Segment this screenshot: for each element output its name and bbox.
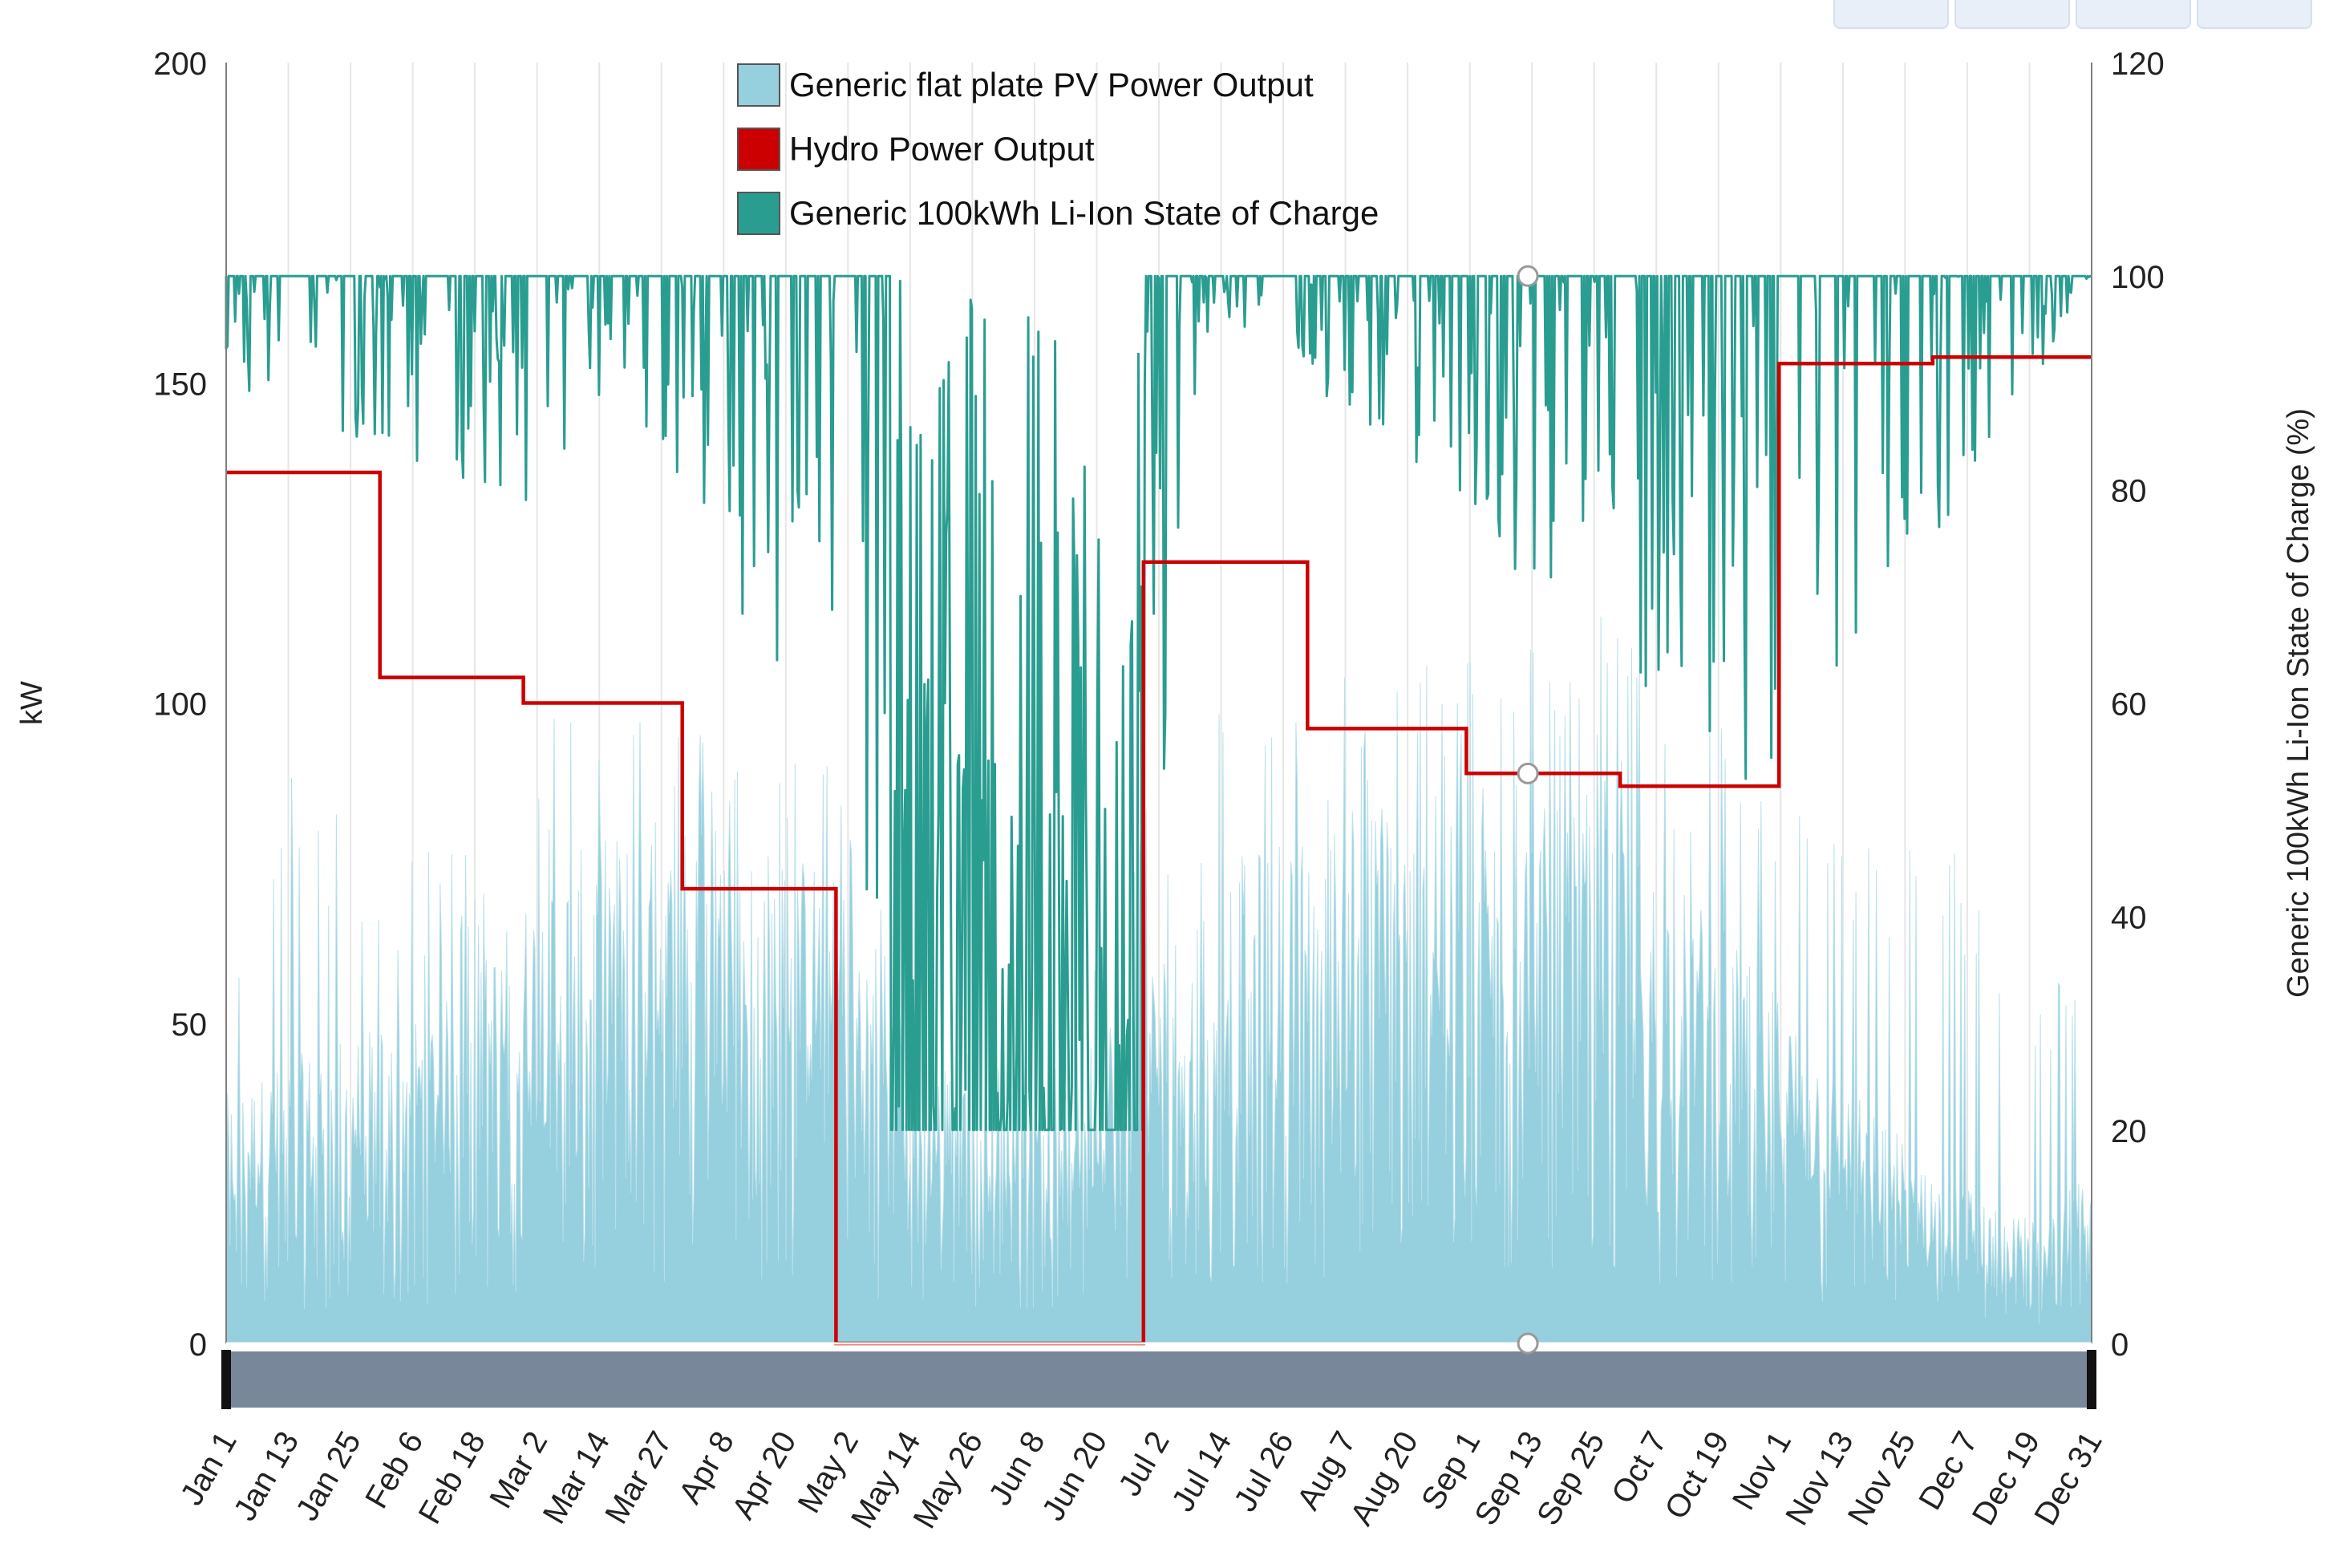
legend-label: Generic flat plate PV Power Output — [789, 66, 1314, 103]
x-tick-label: Jul 14 — [1165, 1426, 1238, 1517]
range-slider-handle-right[interactable] — [2087, 1350, 2096, 1409]
hydro-line — [226, 355, 2092, 1346]
y-tick-label: 50 — [172, 1007, 208, 1043]
y-tick-label: 0 — [189, 1327, 207, 1363]
legend-swatch — [737, 63, 780, 107]
y2-axis-title: Generic 100kWh Li-Ion State of Charge (%… — [2282, 408, 2315, 998]
range-slider-handle-left[interactable] — [221, 1350, 231, 1409]
y2-tick-label: 20 — [2111, 1114, 2147, 1149]
crosshair-handles — [1517, 265, 1539, 1355]
pv-area — [225, 616, 2092, 1344]
crosshair-handle[interactable] — [1517, 1332, 1539, 1355]
y-tick-label: 150 — [153, 367, 207, 402]
y2-tick-label: 40 — [2111, 901, 2147, 936]
y-tick-label: 200 — [153, 47, 207, 82]
y-axis-title: kW — [15, 681, 49, 725]
legend-label: Generic 100kWh Li-Ion State of Charge — [789, 194, 1379, 232]
legend-label: Hydro Power Output — [789, 130, 1095, 168]
y2-tick-label: 0 — [2111, 1327, 2129, 1363]
x-tick-label: Apr 20 — [726, 1426, 804, 1525]
x-tick-label: Jul 2 — [1112, 1426, 1176, 1502]
toolbar-tab-2[interactable] — [1954, 0, 2070, 29]
y2-tick-label: 100 — [2111, 260, 2165, 295]
y2-tick-label: 80 — [2111, 473, 2147, 508]
crosshair-handle[interactable] — [1517, 265, 1539, 287]
legend-swatch — [737, 192, 780, 235]
pv-series — [225, 616, 2092, 1344]
y2-tick-label: 120 — [2111, 47, 2165, 82]
legend: Generic flat plate PV Power Output Hydro … — [737, 63, 1379, 235]
x-tick-label: Oct 19 — [1659, 1426, 1736, 1525]
toolbar-tab-4[interactable] — [2197, 0, 2312, 29]
y2-tick-label: 60 — [2111, 687, 2147, 723]
toolbar-tab-3[interactable] — [2076, 0, 2191, 29]
x-tick-label: Jul 26 — [1227, 1426, 1300, 1517]
hydro-series — [226, 355, 2092, 1346]
soc-line — [225, 274, 2092, 1132]
crosshair-handle[interactable] — [1517, 762, 1539, 784]
range-slider — [221, 1350, 2096, 1409]
legend-swatch — [737, 128, 780, 171]
y-tick-label: 100 — [153, 687, 207, 723]
soc-series — [225, 274, 2092, 1132]
range-slider-track — [226, 1351, 2092, 1408]
toolbar-tab-1[interactable] — [1833, 0, 1949, 29]
